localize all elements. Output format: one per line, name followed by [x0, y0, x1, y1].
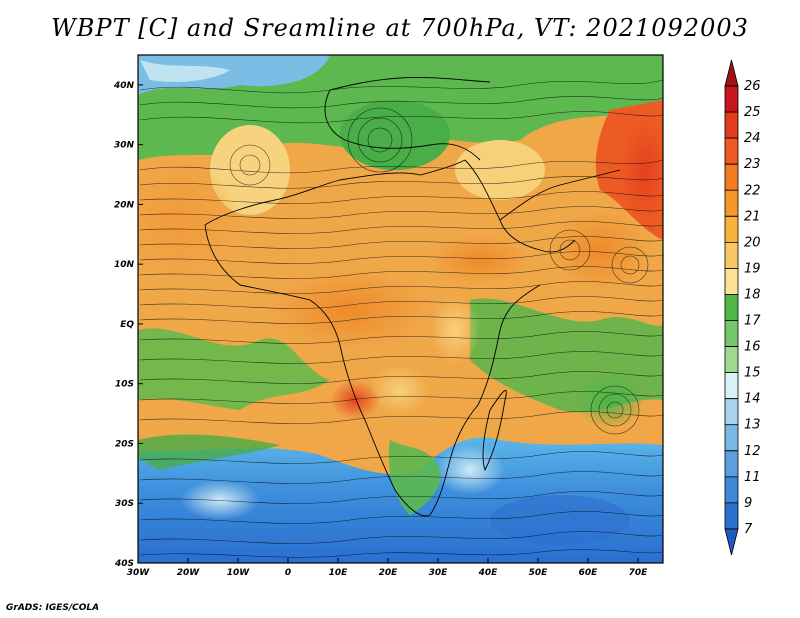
colorbar-segment [724, 59, 739, 87]
colorbar-segment [724, 476, 739, 504]
colorbar-segment [724, 268, 739, 295]
lon-tick-label: 0 [285, 568, 291, 578]
colorbar-label: 12 [744, 444, 761, 459]
credit-text: GrADS: IGES/COLA [6, 603, 100, 613]
lon-tick-label: 10E [329, 568, 349, 578]
lat-tick-label: 10N [114, 260, 135, 270]
colorbar-label: 19 [744, 261, 761, 276]
streamlines [139, 79, 663, 558]
colorbar-label: 18 [744, 287, 761, 302]
colorbar-label: 22 [744, 183, 761, 198]
colorbar-label: 20 [744, 235, 761, 250]
colorbar-segment [724, 424, 739, 452]
lon-tick-label: 30E [429, 568, 449, 578]
colorbar-label: 17 [744, 314, 761, 329]
lon-tick-label: 50E [529, 568, 549, 578]
lat-tick-label: 40S [114, 559, 134, 569]
colorbar: 26 25 24 23 22 21 20 19 18 17 16 15 14 13 12 11 9 7 [724, 59, 761, 556]
lat-tick-label: 20S [115, 439, 134, 449]
colorbar-segment [724, 215, 739, 243]
colorbar-segment [724, 163, 739, 191]
colorbar-label: 21 [744, 209, 761, 224]
map-frame [137, 54, 664, 564]
colorbar-label: 24 [744, 131, 761, 146]
colorbar-segment [724, 398, 739, 426]
lat-tick-label: 30S [115, 499, 134, 509]
colorbar-label: 16 [744, 340, 761, 355]
colorbar-segment [724, 137, 739, 165]
colorbar-label: 23 [744, 157, 761, 172]
colorbar-segment [724, 346, 739, 374]
colorbar-segment [724, 450, 739, 478]
colorbar-label: 13 [744, 418, 761, 433]
lat-tick-label: 40N [113, 81, 135, 91]
axis-ticks: 30W 20W 10W 0 10E 20E 30E 40E 50E 60E 70E 40N 30N 20N… [113, 81, 648, 578]
colorbar-segment [724, 111, 739, 139]
temperature-field [138, 55, 663, 563]
colorbar-segment [724, 85, 739, 113]
colorbar-label: 25 [744, 105, 761, 120]
colorbar-label: 14 [744, 392, 761, 407]
colorbar-segment [724, 320, 739, 347]
lon-tick-label: 60E [579, 568, 599, 578]
lon-tick-label: 20W [177, 568, 201, 578]
colorbar-label: 26 [744, 79, 761, 94]
lon-tick-label: 20E [379, 568, 399, 578]
colorbar-segment [724, 189, 739, 217]
colorbar-segment [724, 241, 739, 269]
lat-tick-label: 30N [114, 141, 135, 151]
lon-tick-label: 70E [629, 568, 649, 578]
lon-tick-label: 10W [227, 568, 251, 578]
lat-tick-label: EQ [120, 320, 134, 330]
colorbar-segment [724, 502, 739, 530]
coastlines [204, 77, 621, 517]
colorbar-label: 9 [744, 496, 752, 511]
lon-tick-label: 30W [127, 568, 151, 578]
colorbar-label: 11 [744, 470, 761, 485]
colorbar-segment [724, 372, 739, 400]
colorbar-segment [724, 294, 739, 321]
colorbar-label: 7 [744, 522, 753, 537]
colorbar-label: 15 [744, 366, 761, 381]
chart-title: WBPT [C] and Sreamline at 700hPa, VT: 20… [51, 14, 749, 42]
colorbar-segment [724, 528, 739, 556]
lon-tick-label: 40E [478, 568, 499, 578]
lat-tick-label: 20N [114, 200, 135, 210]
lat-tick-label: 10S [115, 380, 134, 390]
